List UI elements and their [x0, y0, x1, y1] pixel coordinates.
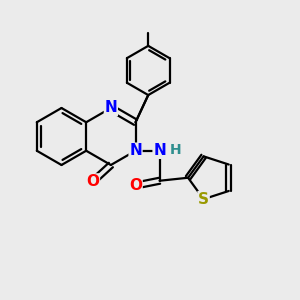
Text: N: N [153, 143, 166, 158]
Text: N: N [129, 143, 142, 158]
Text: H: H [169, 143, 181, 157]
Text: O: O [129, 178, 142, 193]
Text: N: N [104, 100, 117, 116]
Text: S: S [198, 192, 209, 207]
Text: O: O [86, 174, 99, 189]
